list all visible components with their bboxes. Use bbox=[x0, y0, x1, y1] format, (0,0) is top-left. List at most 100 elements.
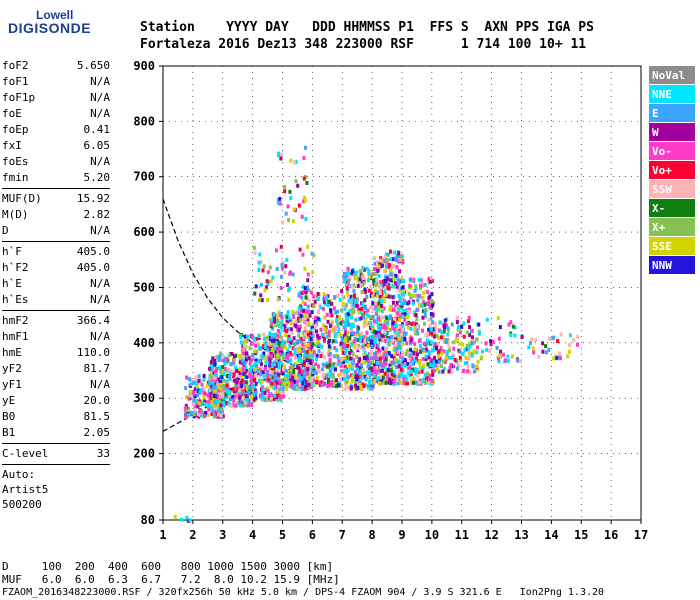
data-point bbox=[431, 303, 435, 308]
data-point bbox=[343, 387, 347, 391]
data-point bbox=[281, 382, 285, 387]
data-point bbox=[288, 271, 292, 276]
data-point bbox=[342, 360, 346, 364]
data-point bbox=[300, 214, 304, 219]
data-point bbox=[189, 389, 193, 394]
data-point bbox=[216, 354, 220, 359]
param-value: 366.4 bbox=[76, 314, 110, 327]
data-point bbox=[513, 333, 517, 338]
data-point bbox=[368, 360, 372, 365]
param-name: foF1p bbox=[2, 91, 36, 104]
data-point bbox=[238, 384, 242, 389]
data-point bbox=[354, 379, 358, 384]
data-point bbox=[400, 380, 403, 385]
data-point bbox=[321, 332, 324, 337]
param-value: 110.0 bbox=[76, 346, 110, 359]
data-point bbox=[257, 298, 261, 303]
data-point bbox=[377, 352, 380, 357]
data-point bbox=[342, 303, 346, 308]
data-point bbox=[370, 291, 373, 296]
data-point bbox=[237, 400, 241, 405]
data-point bbox=[445, 353, 449, 358]
data-point bbox=[394, 365, 398, 370]
data-point bbox=[386, 252, 390, 257]
data-point bbox=[325, 374, 329, 379]
data-point bbox=[359, 368, 363, 373]
data-point bbox=[428, 304, 432, 309]
data-point bbox=[281, 339, 285, 344]
data-point bbox=[432, 360, 436, 365]
data-point bbox=[351, 372, 355, 377]
data-point bbox=[180, 517, 183, 522]
data-point bbox=[327, 377, 330, 382]
data-point bbox=[212, 375, 216, 380]
data-point bbox=[284, 378, 288, 383]
data-point bbox=[350, 300, 353, 305]
data-point bbox=[350, 284, 354, 289]
data-point bbox=[475, 350, 479, 355]
data-point bbox=[447, 345, 451, 350]
data-point bbox=[424, 347, 428, 352]
data-point bbox=[254, 343, 257, 348]
data-point bbox=[329, 298, 333, 303]
data-point bbox=[476, 345, 479, 350]
data-point bbox=[294, 319, 298, 324]
data-point bbox=[303, 286, 307, 290]
data-point bbox=[428, 294, 432, 299]
data-point bbox=[193, 387, 197, 392]
param-value: N/A bbox=[90, 378, 110, 391]
data-point bbox=[398, 318, 401, 322]
data-point bbox=[389, 272, 393, 277]
data-point bbox=[374, 347, 378, 352]
data-point bbox=[333, 354, 337, 359]
data-point bbox=[187, 396, 191, 401]
data-point bbox=[334, 310, 338, 315]
data-point bbox=[277, 151, 281, 156]
data-point bbox=[368, 375, 371, 380]
data-point bbox=[265, 335, 269, 340]
data-point bbox=[215, 394, 219, 399]
data-point bbox=[378, 337, 382, 342]
data-point bbox=[301, 300, 305, 305]
data-point bbox=[239, 387, 243, 391]
data-point bbox=[190, 411, 194, 415]
data-point bbox=[279, 346, 283, 351]
file-info: FZAOM_2016348223000.RSF / 320fx256h 50 k… bbox=[2, 587, 605, 598]
data-point bbox=[393, 346, 397, 351]
data-point bbox=[421, 347, 425, 352]
data-point bbox=[434, 363, 438, 368]
data-point bbox=[324, 298, 328, 303]
data-point bbox=[305, 310, 309, 315]
data-point bbox=[399, 367, 403, 372]
data-point bbox=[273, 317, 277, 321]
data-point bbox=[380, 352, 384, 357]
data-point bbox=[309, 336, 313, 341]
data-point bbox=[302, 354, 306, 359]
x-tick-label: 3 bbox=[219, 528, 226, 542]
data-point bbox=[249, 378, 253, 383]
data-point bbox=[208, 393, 212, 398]
data-point bbox=[537, 354, 541, 359]
data-point bbox=[252, 397, 256, 402]
data-point bbox=[289, 327, 293, 332]
data-point bbox=[417, 277, 421, 282]
x-tick-label: 6 bbox=[309, 528, 316, 542]
data-point bbox=[395, 265, 399, 270]
x-tick-label: 15 bbox=[574, 528, 588, 542]
legend-label: X- bbox=[652, 202, 665, 215]
data-point bbox=[383, 338, 387, 343]
data-point bbox=[409, 369, 413, 374]
data-point bbox=[327, 344, 331, 349]
data-point bbox=[237, 373, 241, 378]
data-point bbox=[401, 356, 405, 361]
data-point bbox=[377, 317, 380, 322]
data-point bbox=[270, 381, 274, 386]
data-point bbox=[294, 324, 298, 329]
data-point bbox=[396, 254, 400, 259]
data-point bbox=[361, 368, 365, 373]
data-point bbox=[414, 371, 418, 376]
data-point bbox=[273, 334, 277, 339]
data-point bbox=[301, 381, 305, 386]
data-point bbox=[488, 348, 491, 353]
data-point bbox=[417, 380, 421, 385]
